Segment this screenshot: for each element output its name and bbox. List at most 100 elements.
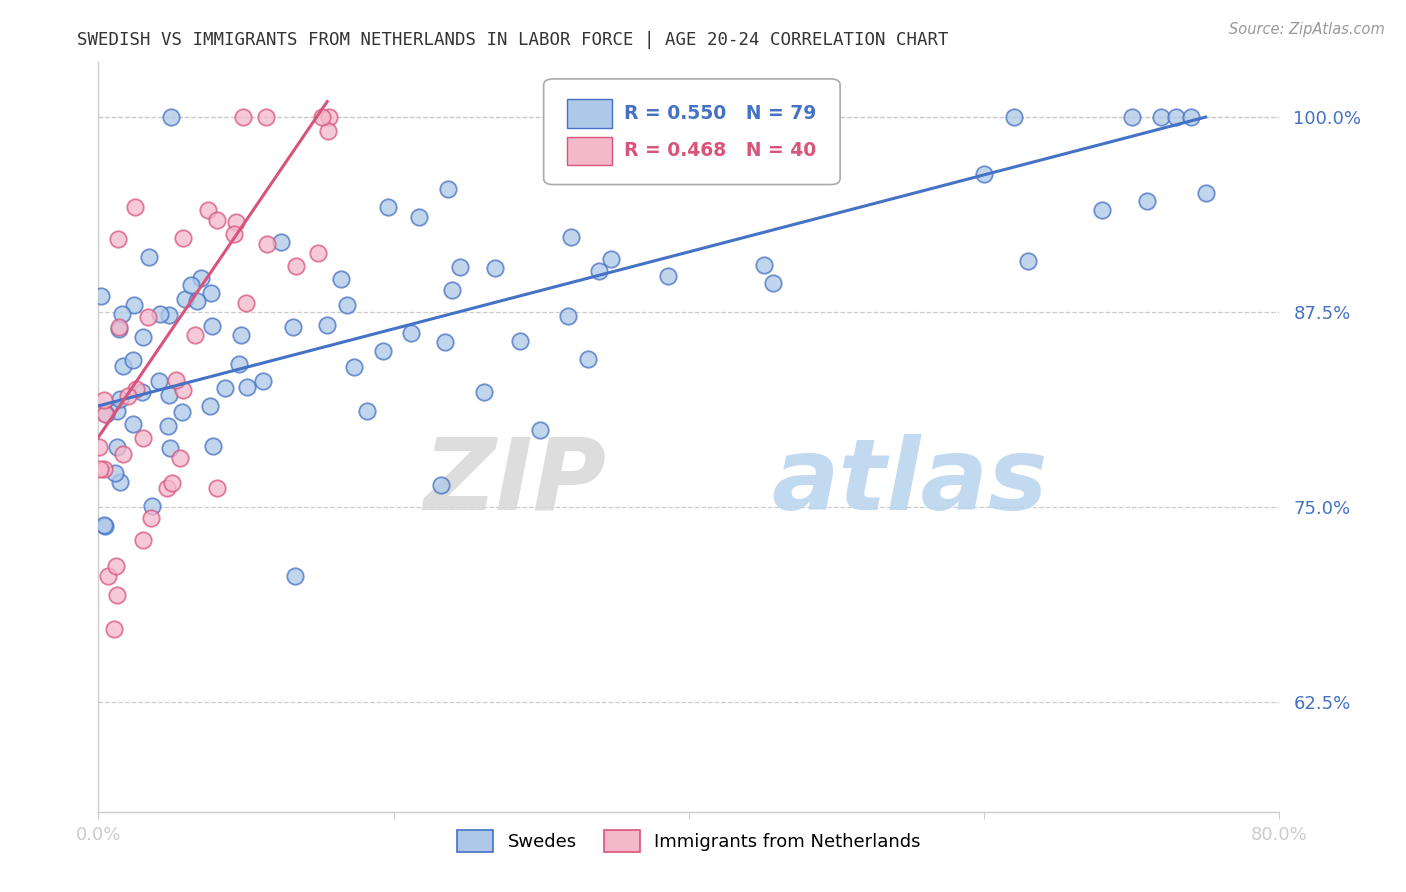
Bar — [567, 136, 612, 165]
Point — [205, 213, 228, 227]
Point — [399, 326, 422, 340]
Point — [484, 261, 506, 276]
Point — [180, 278, 202, 293]
Point — [170, 405, 193, 419]
Point — [1018, 253, 1040, 268]
Point — [108, 392, 131, 406]
Point — [430, 477, 453, 491]
Point — [343, 360, 366, 375]
Point — [93, 392, 115, 407]
Point — [752, 259, 775, 273]
Point — [131, 330, 153, 344]
Point — [107, 232, 129, 246]
Point — [560, 230, 582, 244]
Point — [93, 461, 115, 475]
Point — [105, 404, 128, 418]
Point — [270, 235, 292, 250]
Point — [112, 447, 135, 461]
Point — [149, 307, 172, 321]
Point — [112, 359, 135, 374]
Point — [1180, 110, 1202, 124]
Point — [441, 283, 464, 297]
Point — [557, 309, 579, 323]
Point — [377, 200, 399, 214]
Point — [124, 200, 146, 214]
Point — [235, 296, 257, 310]
Point — [316, 318, 339, 332]
Point — [156, 482, 179, 496]
Point — [94, 407, 117, 421]
Point — [148, 374, 170, 388]
Point — [111, 308, 134, 322]
Point — [94, 518, 117, 533]
Point — [201, 319, 224, 334]
Point — [125, 383, 148, 397]
Point — [256, 110, 278, 124]
Point — [657, 268, 679, 283]
Point — [408, 210, 430, 224]
Bar — [567, 99, 612, 128]
Point — [1166, 110, 1188, 124]
Point — [132, 533, 155, 547]
Point — [108, 475, 131, 489]
Point — [169, 451, 191, 466]
Point — [104, 466, 127, 480]
Point — [162, 475, 183, 490]
Point — [229, 327, 252, 342]
Legend: Swedes, Immigrants from Netherlands: Swedes, Immigrants from Netherlands — [450, 822, 928, 859]
Point — [252, 374, 274, 388]
Point — [131, 385, 153, 400]
Point — [214, 381, 236, 395]
Point — [103, 623, 125, 637]
Point — [165, 373, 187, 387]
Point — [108, 319, 131, 334]
Text: SWEDISH VS IMMIGRANTS FROM NETHERLANDS IN LABOR FORCE | AGE 20-24 CORRELATION CH: SWEDISH VS IMMIGRANTS FROM NETHERLANDS I… — [77, 31, 949, 49]
Point — [141, 499, 163, 513]
Point — [97, 568, 120, 582]
Point — [371, 343, 394, 358]
Point — [281, 319, 304, 334]
Point — [236, 380, 259, 394]
Point — [449, 260, 471, 275]
Point — [138, 250, 160, 264]
Point — [228, 357, 250, 371]
Point — [136, 310, 159, 325]
Point — [184, 328, 207, 343]
Point — [311, 110, 333, 124]
Point — [186, 294, 208, 309]
Point — [197, 203, 219, 218]
Text: Source: ZipAtlas.com: Source: ZipAtlas.com — [1229, 22, 1385, 37]
Point — [157, 308, 180, 322]
Point — [124, 298, 146, 312]
Point — [201, 439, 224, 453]
Point — [90, 289, 112, 303]
Point — [336, 298, 359, 312]
Point — [316, 124, 339, 138]
Point — [139, 510, 162, 524]
Point — [285, 259, 308, 273]
Point — [307, 246, 329, 260]
Point — [157, 419, 180, 434]
Point — [508, 334, 530, 348]
Point — [222, 227, 245, 241]
Point — [172, 383, 194, 397]
Point — [1002, 110, 1025, 124]
Point — [157, 388, 180, 402]
Point — [576, 352, 599, 367]
Text: atlas: atlas — [772, 434, 1047, 531]
Point — [122, 417, 145, 431]
Point — [159, 110, 181, 124]
Point — [107, 322, 129, 336]
Point — [1150, 110, 1173, 124]
Point — [232, 110, 254, 124]
Point — [1121, 110, 1143, 124]
Point — [1091, 202, 1114, 217]
Text: R = 0.468   N = 40: R = 0.468 N = 40 — [624, 141, 817, 161]
Point — [472, 385, 495, 400]
Point — [89, 461, 111, 475]
Point — [117, 389, 139, 403]
Point — [600, 252, 623, 267]
Point — [190, 270, 212, 285]
Point — [329, 272, 352, 286]
Point — [94, 407, 117, 421]
